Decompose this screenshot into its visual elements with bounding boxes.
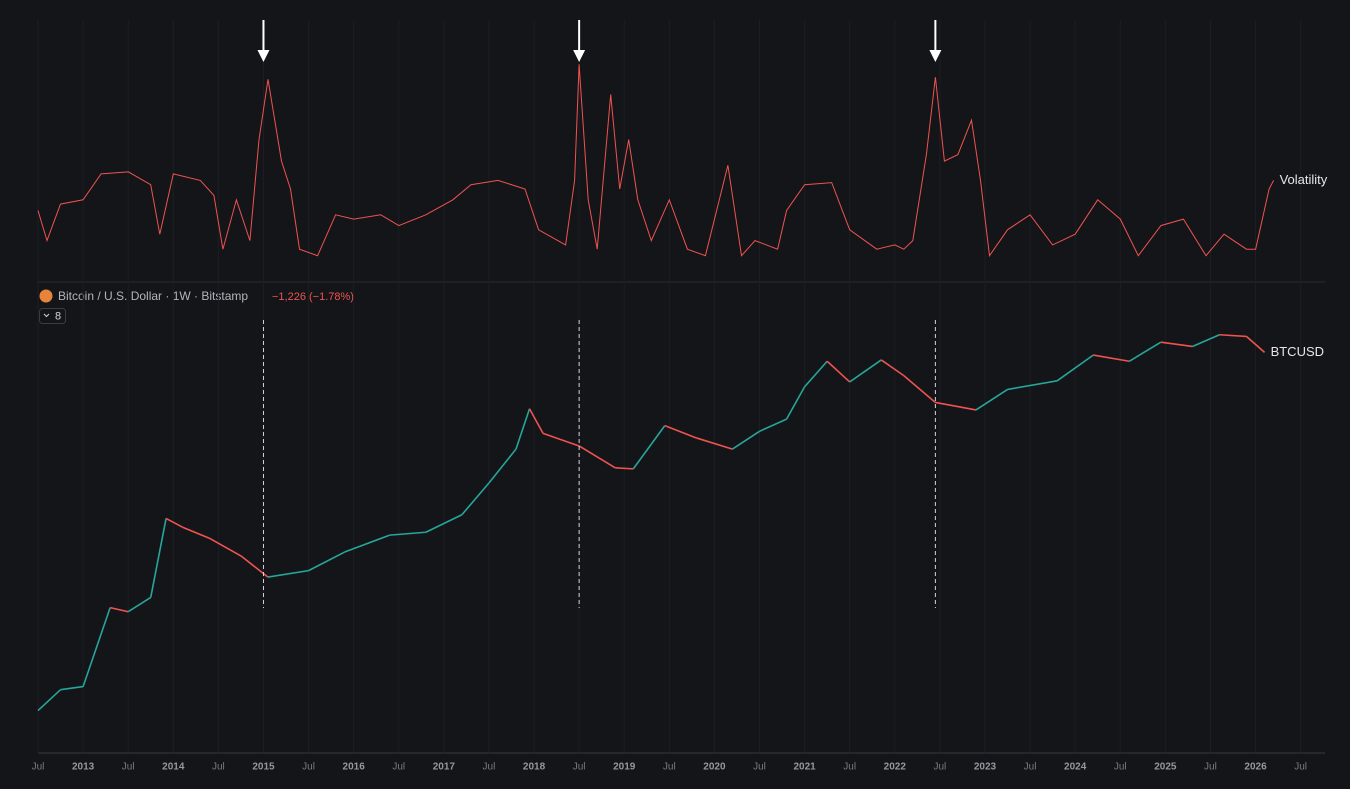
price-segment <box>632 425 666 470</box>
price-segment <box>208 537 242 557</box>
price-segment <box>127 596 152 613</box>
price-segment <box>344 534 391 553</box>
x-tick-label: 2019 <box>613 762 636 773</box>
x-tick-label: 2018 <box>523 762 546 773</box>
series-label: BTCUSD <box>1271 344 1324 359</box>
x-tick-label: Jul <box>843 762 856 773</box>
badge-count: 8 <box>55 310 61 322</box>
symbol-title: Bitcoin / U.S. Dollar · 1W · Bitstamp <box>58 289 248 303</box>
price-segment <box>759 418 787 433</box>
price-segment <box>308 551 346 572</box>
price-segment <box>935 401 977 411</box>
annotation-arrow-head <box>929 50 942 62</box>
x-tick-label: Jul <box>32 762 45 773</box>
price-segment <box>542 432 580 447</box>
price-segment <box>785 386 806 420</box>
price-segment <box>732 430 760 450</box>
price-segment <box>82 607 111 687</box>
price-segment <box>1192 334 1220 348</box>
price-segment <box>880 359 905 377</box>
price-segment <box>1160 341 1193 348</box>
annotation-arrow-head <box>257 50 270 62</box>
price-segment <box>1093 354 1130 363</box>
price-segment <box>578 445 616 469</box>
price-segment <box>149 518 167 598</box>
change-label: −1,226 (−1.78%) <box>272 291 354 303</box>
price-segment <box>60 685 84 691</box>
x-tick-label: 2021 <box>793 762 816 773</box>
price-segment <box>1056 354 1094 382</box>
price-segment <box>181 526 210 539</box>
series-label: Volatility <box>1280 172 1328 187</box>
x-tick-label: 2015 <box>252 762 275 773</box>
price-segment <box>975 388 1008 411</box>
price-segment <box>903 375 936 404</box>
x-tick-label: 2016 <box>343 762 366 773</box>
x-tick-label: Jul <box>392 762 405 773</box>
x-tick-label: Jul <box>1114 762 1127 773</box>
price-segment <box>165 517 183 528</box>
price-segment <box>267 569 309 578</box>
price-segment <box>1219 333 1247 338</box>
chevron-icon <box>43 313 50 318</box>
x-tick-label: 2014 <box>162 762 185 773</box>
x-tick-label: 2022 <box>884 762 907 773</box>
price-segment <box>615 467 634 470</box>
x-tick-label: Jul <box>753 762 766 773</box>
price-segment <box>1246 335 1266 353</box>
x-tick-label: Jul <box>302 762 315 773</box>
price-segment <box>804 360 828 388</box>
price-segment <box>849 359 882 383</box>
x-tick-label: Jul <box>1204 762 1217 773</box>
price-segment <box>528 408 544 434</box>
price-segment <box>696 437 733 450</box>
x-tick-label: 2013 <box>72 762 95 773</box>
x-tick-label: Jul <box>483 762 496 773</box>
x-tick-label: Jul <box>663 762 676 773</box>
symbol-icon <box>39 289 53 303</box>
price-segment <box>1007 380 1058 391</box>
price-segment <box>488 448 517 484</box>
price-segment <box>37 689 62 712</box>
price-segment <box>461 482 490 516</box>
price-segment <box>664 424 697 439</box>
price-segment <box>389 531 426 536</box>
price-segment <box>109 606 129 613</box>
price-segment <box>515 408 531 450</box>
x-tick-label: Jul <box>212 762 225 773</box>
volatility-line <box>37 64 1275 258</box>
x-tick-label: Jul <box>122 762 135 773</box>
price-segment <box>1128 341 1162 362</box>
x-tick-label: 2023 <box>974 762 997 773</box>
annotation-arrow-head <box>573 50 586 62</box>
x-tick-label: Jul <box>933 762 946 773</box>
collapse-badge[interactable] <box>39 308 66 324</box>
x-tick-label: 2024 <box>1064 762 1087 773</box>
x-tick-label: Jul <box>1024 762 1037 773</box>
x-tick-label: Jul <box>573 762 586 773</box>
x-tick-label: Jul <box>1294 762 1307 773</box>
x-tick-label: 2017 <box>433 762 456 773</box>
x-tick-label: 2020 <box>703 762 726 773</box>
price-segment <box>425 514 463 533</box>
marks: Jul 2013 Jul 2014 Jul 2015 Jul 2016 Jul 2017 Jul 20… <box>32 20 1328 773</box>
x-tick-label: 2025 <box>1154 762 1177 773</box>
price-segment <box>826 360 851 383</box>
x-tick-label: 2026 <box>1244 762 1267 773</box>
